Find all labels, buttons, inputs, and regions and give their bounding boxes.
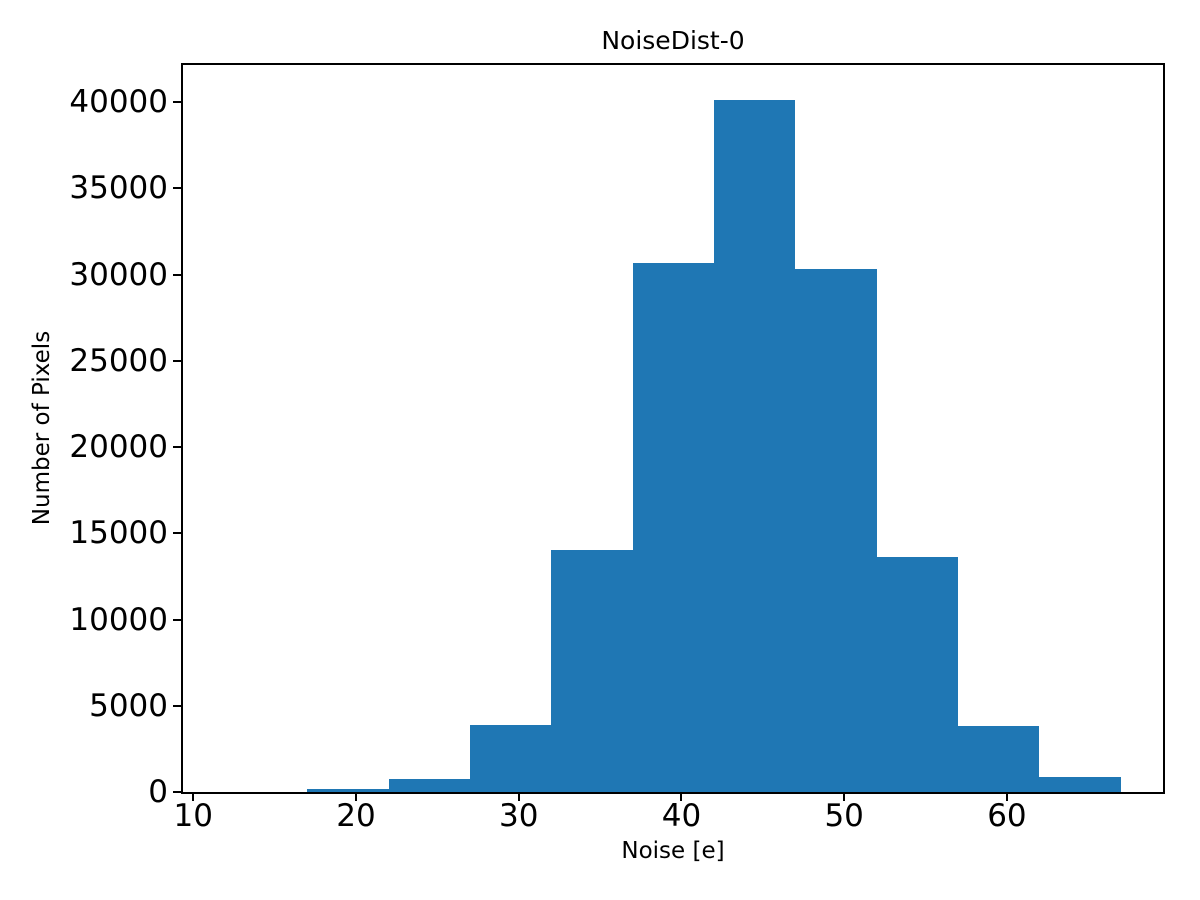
y-tick-mark [173,187,182,190]
histogram-bar [469,725,552,792]
x-axis-label: Noise [e] [621,838,725,864]
plot-area [181,63,1165,794]
x-tick-mark [354,792,357,801]
histogram-bar [307,789,389,792]
y-tick-mark [173,704,182,707]
x-tick-label: 10 [173,798,213,834]
y-tick-label: 10000 [69,601,168,638]
y-tick-label: 30000 [69,256,168,293]
y-tick-mark [173,618,182,621]
histogram-bar [388,779,470,792]
chart-title: NoiseDist-0 [601,26,745,55]
x-tick-mark [517,792,520,801]
y-tick-label: 0 [148,774,168,810]
x-tick-mark [680,792,683,801]
y-tick-label: 5000 [89,687,168,724]
y-tick-label: 40000 [69,84,168,120]
y-tick-mark [173,532,182,535]
histogram-bar [551,549,633,792]
x-tick-label: 50 [824,798,864,834]
histogram-bar [1039,777,1121,792]
x-tick-mark [192,792,195,801]
x-tick-mark [1005,792,1008,801]
y-tick-mark [173,101,182,103]
y-tick-label: 25000 [69,342,168,379]
y-tick-mark [173,359,182,362]
y-tick-label: 15000 [69,515,168,552]
x-tick-mark [843,792,846,801]
histogram-bar [714,100,796,792]
x-tick-label: 20 [336,798,376,834]
histogram-bar [632,263,714,792]
y-tick-mark [173,791,182,793]
y-tick-label: 35000 [69,170,168,207]
y-tick-mark [173,273,182,276]
y-tick-mark [173,446,182,448]
x-tick-label: 60 [987,798,1027,834]
x-tick-label: 30 [498,798,539,834]
histogram-bar [958,725,1040,792]
y-tick-label: 20000 [69,429,168,465]
histogram-bar [795,269,877,792]
x-tick-label: 40 [661,798,702,834]
histogram-bar [876,557,959,792]
